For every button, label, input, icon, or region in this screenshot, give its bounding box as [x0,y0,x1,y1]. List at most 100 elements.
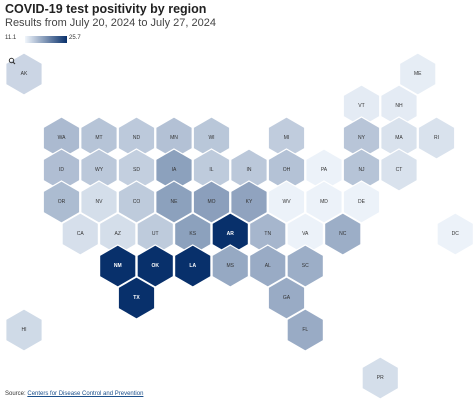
hex-tile [286,308,324,352]
hex-tile [286,244,324,288]
hex-tile [98,244,137,288]
state-hex-nm[interactable]: NM [98,244,137,288]
state-label: ME [414,71,422,77]
state-label: MA [395,135,403,141]
state-label: FL [302,327,308,333]
state-label: SD [133,167,140,173]
state-hex-ak[interactable]: AK [5,52,43,96]
state-hex-ga[interactable]: GA [267,276,306,320]
state-label: RI [434,135,439,141]
state-hex-pr[interactable]: PR [361,356,399,400]
state-label: NJ [358,167,365,173]
magnifier-icon[interactable] [8,57,16,65]
hex-tile [211,244,249,288]
state-hex-ne[interactable]: NE [155,180,193,224]
state-label: VA [302,231,309,237]
state-label: UT [152,231,159,237]
chart-subtitle: Results from July 20, 2024 to July 27, 2… [5,17,216,29]
legend-max-label: 25.7 [69,35,81,41]
legend-min-label: 11.1 [5,35,17,41]
state-label: AZ [115,231,121,237]
state-label: OR [58,199,66,205]
state-hex-mo[interactable]: MO [192,180,231,224]
state-hex-md[interactable]: MD [305,180,343,224]
state-label: MO [207,199,215,205]
hex-tile [417,116,456,160]
state-hex-la[interactable]: LA [174,244,212,288]
chart-title: COVID-19 test positivity by region [5,2,207,16]
state-label: NC [339,231,347,237]
hex-tile [80,180,118,224]
hex-tile [61,212,100,256]
hex-tile [192,180,231,224]
state-label: WY [95,167,104,173]
state-label: DC [452,231,460,237]
state-hex-me[interactable]: ME [399,52,437,96]
hex-tile [5,308,43,352]
state-hex-dc[interactable]: DC [436,212,474,256]
state-label: KY [246,199,253,205]
state-label: CT [396,167,403,173]
hex-tile [267,276,306,320]
hex-tile [136,244,174,288]
hex-tile [380,148,418,192]
state-label: AK [21,71,28,77]
state-hex-ca[interactable]: CA [61,212,100,256]
state-label: HI [22,327,27,333]
state-label: ID [59,167,64,173]
state-hex-tx[interactable]: TX [117,276,156,320]
source-prefix: Source: [5,391,28,397]
state-hex-co[interactable]: CO [117,180,156,224]
state-hex-sc[interactable]: SC [286,244,324,288]
state-hex-fl[interactable]: FL [286,308,324,352]
state-label: OH [283,167,291,173]
state-label: SC [302,263,309,269]
state-label: NV [96,199,104,205]
state-label: IA [172,167,177,173]
state-hex-de[interactable]: DE [342,180,381,224]
state-label: MT [95,135,102,141]
state-label: ND [133,135,141,141]
state-label: TX [133,295,140,301]
state-hex-wv[interactable]: WV [267,180,306,224]
state-label: GA [283,295,291,301]
state-hex-ms[interactable]: MS [211,244,249,288]
hex-tile [117,276,156,320]
state-label: MS [227,263,235,269]
state-hex-ky[interactable]: KY [230,180,268,224]
state-hex-or[interactable]: OR [42,180,81,224]
state-label: MD [320,199,328,205]
source-link[interactable]: Centers for Disease Control and Preventi… [27,391,144,397]
state-label: AL [265,263,271,269]
state-label: PR [377,375,384,381]
hex-tile [249,244,287,288]
state-label: MI [284,135,290,141]
hex-tile [174,244,212,288]
state-label: VT [358,103,364,109]
state-hex-ri[interactable]: RI [417,116,456,160]
state-hex-al[interactable]: AL [249,244,287,288]
state-label: CA [77,231,85,237]
state-hex-ct[interactable]: CT [380,148,418,192]
hex-tile [230,180,268,224]
state-label: WI [208,135,214,141]
state-label: WA [58,135,67,141]
hex-tile [267,180,306,224]
hex-tile [361,356,399,400]
state-label: NY [358,135,366,141]
state-hex-nc[interactable]: NC [324,212,362,256]
state-label: CO [133,199,141,205]
state-hex-nv[interactable]: NV [80,180,118,224]
source-footer: Source: Centers for Disease Control and … [5,391,143,397]
state-label: NM [114,263,122,269]
state-label: NE [171,199,179,205]
hex-tile [436,212,474,256]
state-hex-ok[interactable]: OK [136,244,174,288]
state-label: DE [358,199,366,205]
state-label: WV [282,199,291,205]
hex-tile [42,180,81,224]
state-hex-hi[interactable]: HI [5,308,43,352]
hex-tile [399,52,437,96]
state-label: OK [152,263,160,269]
state-label: NH [395,103,403,109]
